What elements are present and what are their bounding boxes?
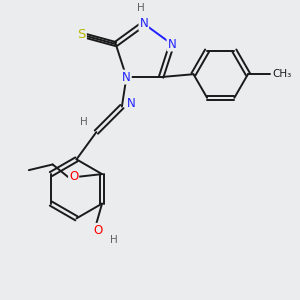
Text: N: N: [127, 97, 135, 110]
Text: O: O: [93, 224, 103, 237]
Text: CH₃: CH₃: [272, 69, 292, 79]
Text: H: H: [137, 3, 145, 13]
Text: N: N: [167, 38, 176, 51]
Text: N: N: [140, 17, 148, 30]
Text: S: S: [77, 28, 86, 41]
Text: N: N: [122, 70, 131, 84]
Text: H: H: [110, 235, 117, 245]
Text: O: O: [69, 170, 78, 183]
Text: H: H: [80, 117, 88, 127]
